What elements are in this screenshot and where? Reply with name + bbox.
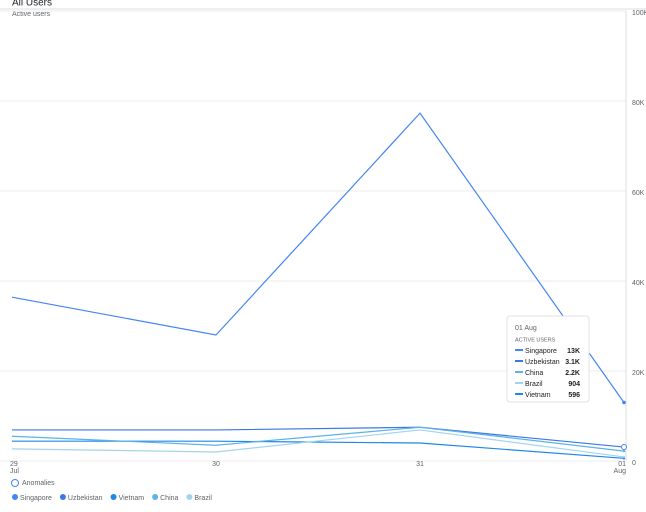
anomalies-label[interactable]: Anomalies <box>22 480 55 487</box>
anomalies-icon <box>11 479 19 487</box>
tooltip-date: 01 Aug <box>515 325 537 332</box>
x-tick-label: 01 <box>618 461 626 468</box>
tooltip-value: 3.1K <box>565 359 580 366</box>
hover-point <box>621 444 627 451</box>
y-tick-label: 80K <box>632 100 645 107</box>
series-line <box>11 112 625 403</box>
tooltip-name: Uzbekistan <box>525 359 560 366</box>
tooltip-value: 2.2K <box>565 370 580 377</box>
tooltip-heading: ACTIVE USERS <box>515 337 556 343</box>
legend-swatch[interactable] <box>152 494 159 500</box>
y-tick-label: 60K <box>632 190 645 197</box>
series-line <box>11 429 625 458</box>
legend-label[interactable]: Vietnam <box>119 495 145 502</box>
point-marker <box>622 455 626 459</box>
tooltip-name: China <box>525 370 543 377</box>
x-tick-sublabel: Aug <box>614 468 627 475</box>
chart-title: All Users <box>12 0 52 9</box>
x-tick-label: 31 <box>416 461 424 468</box>
legend-label[interactable]: Brazil <box>194 495 212 502</box>
point-marker <box>622 400 626 405</box>
tooltip-value: 904 <box>568 381 580 388</box>
x-tick-label: 30 <box>212 461 220 468</box>
y-tick-label: 40K <box>632 280 645 287</box>
tooltip-value: 596 <box>568 392 580 399</box>
legend-swatch[interactable] <box>59 494 66 500</box>
tooltip <box>506 315 590 403</box>
legend-label[interactable]: China <box>160 495 178 502</box>
tooltip-name: Singapore <box>525 348 557 355</box>
y-tick-label: 20K <box>632 370 645 377</box>
point-marker <box>622 449 626 453</box>
series-line <box>11 426 625 452</box>
y-tick-label: 100K <box>632 10 646 17</box>
y-tick-label: 0 <box>632 460 636 467</box>
x-tick-label: 29 <box>10 461 18 468</box>
tooltip-name: Brazil <box>525 381 543 388</box>
legend-swatch[interactable] <box>12 494 18 500</box>
legend-label[interactable]: Uzbekistan <box>68 495 103 502</box>
x-tick-sublabel: Jul <box>10 468 19 475</box>
legend-swatch[interactable] <box>186 494 193 500</box>
series-line <box>12 426 625 448</box>
tooltip-value: 13K <box>567 348 580 355</box>
tooltip-name: Vietnam <box>525 392 551 399</box>
legend-swatch[interactable] <box>110 494 117 500</box>
legend-label[interactable]: Singapore <box>20 495 52 502</box>
y-axis-label: Active users <box>12 11 51 18</box>
